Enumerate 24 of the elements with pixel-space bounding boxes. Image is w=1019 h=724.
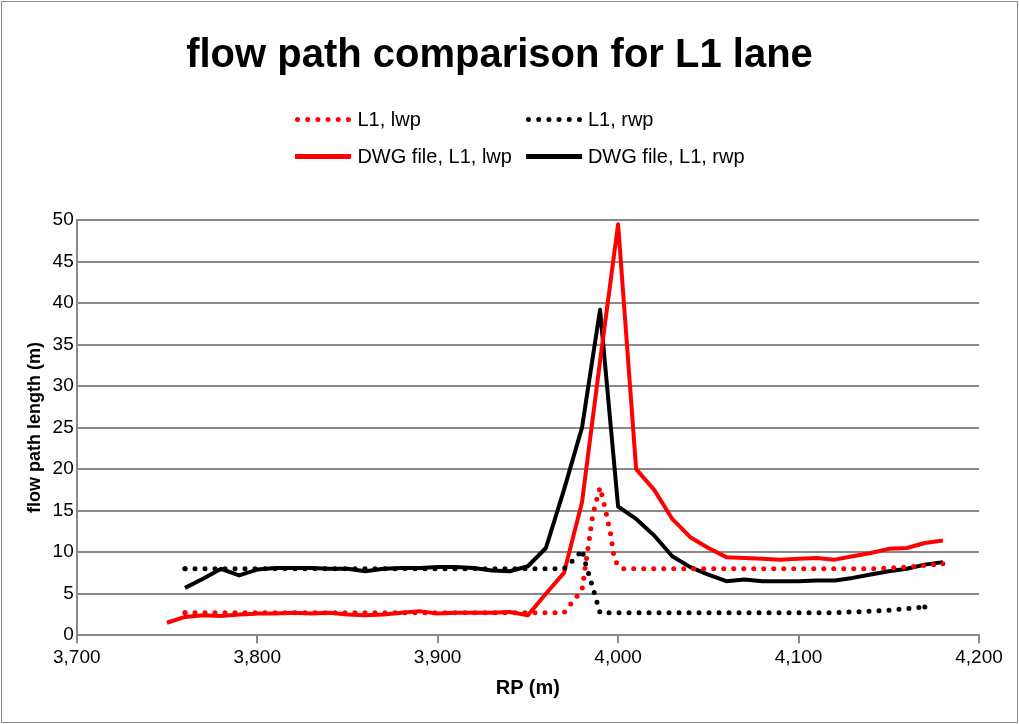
y-tick-label: 0 xyxy=(63,623,74,645)
y-tick-label: 15 xyxy=(52,498,74,520)
y-tick-label: 35 xyxy=(52,332,74,354)
x-axis-title: RP (m) xyxy=(495,675,560,698)
x-tick-label: 3,800 xyxy=(233,645,281,667)
y-tick-label: 20 xyxy=(52,457,74,479)
legend-label: DWG file, L1, lwp xyxy=(357,145,512,168)
y-tick-label: 10 xyxy=(52,540,74,562)
y-tick-label: 30 xyxy=(52,374,74,396)
y-tick-label: 50 xyxy=(52,208,74,230)
x-tick-label: 4,000 xyxy=(594,645,642,667)
legend-label: L1, rwp xyxy=(587,108,654,131)
y-axis-title: flow path length (m) xyxy=(23,342,44,514)
y-tick-label: 45 xyxy=(52,249,74,271)
chart-title: flow path comparison for L1 lane xyxy=(186,31,813,76)
x-tick-label: 4,100 xyxy=(774,645,823,667)
x-tick-label: 3,900 xyxy=(413,645,462,667)
legend-label: DWG file, L1, rwp xyxy=(587,145,745,168)
x-tick-label: 4,200 xyxy=(955,645,1003,667)
x-tick-label: 3,700 xyxy=(52,645,101,667)
legend-label: L1, lwp xyxy=(357,108,421,131)
y-tick-label: 5 xyxy=(63,581,74,603)
y-tick-label: 25 xyxy=(52,415,74,437)
y-tick-label: 40 xyxy=(52,291,74,313)
